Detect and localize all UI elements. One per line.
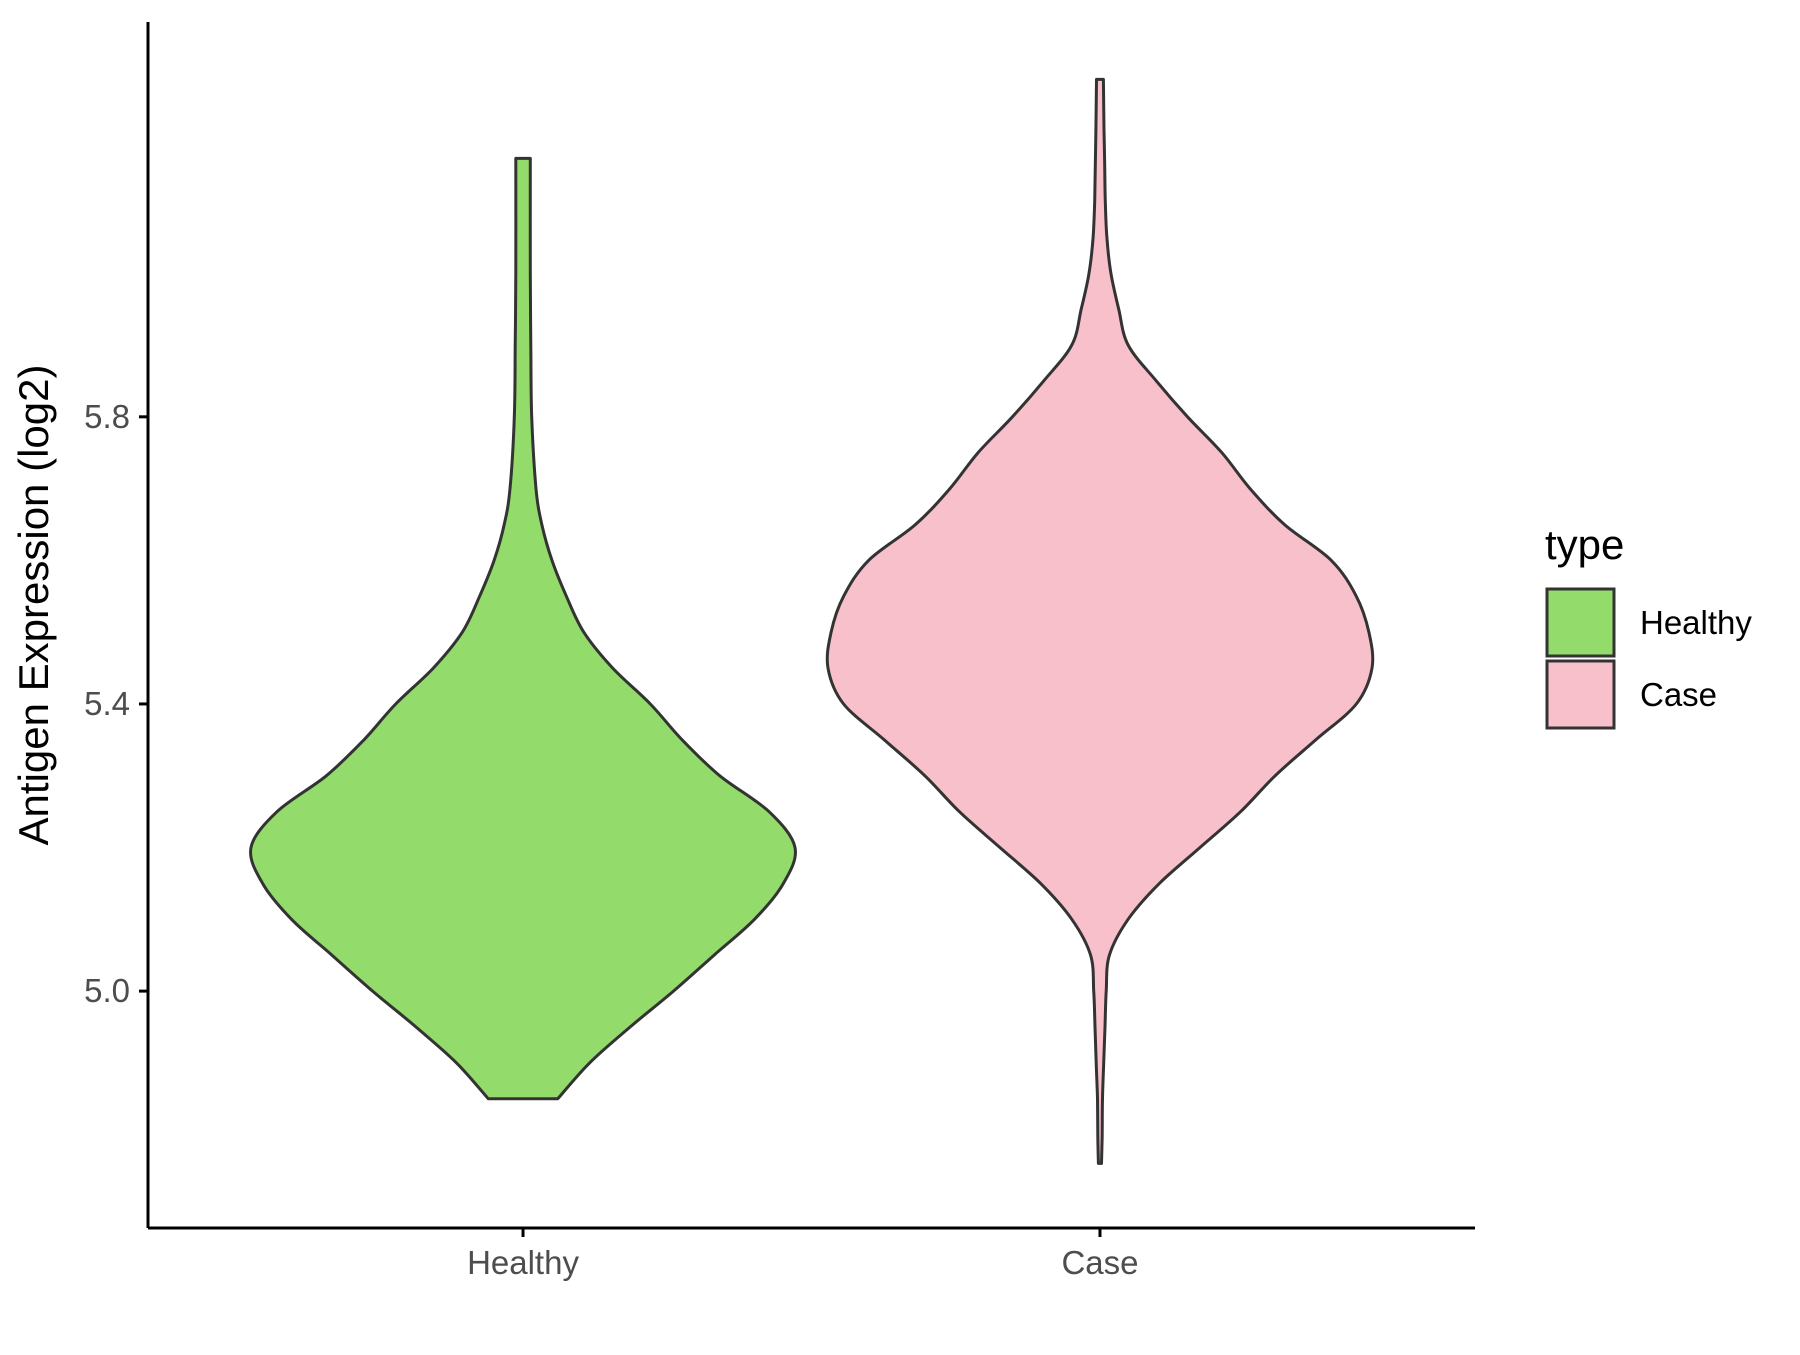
x-tick-label: Case [1061, 1244, 1138, 1281]
y-tick-label: 5.0 [84, 972, 130, 1009]
y-tick-label: 5.4 [84, 685, 130, 722]
legend-label-healthy: Healthy [1640, 604, 1752, 641]
legend: type Healthy Case [1545, 521, 1752, 730]
violin-layer [249, 77, 1375, 1165]
violin-case [825, 77, 1375, 1165]
y-axis-title: Antigen Expression (log2) [10, 365, 57, 846]
legend-title: type [1545, 521, 1624, 568]
legend-swatch-healthy [1545, 587, 1616, 658]
x-tick-label: Healthy [467, 1244, 579, 1281]
x-axis-ticks: Healthy Case [467, 1228, 1139, 1281]
y-axis-ticks: 5.0 5.4 5.8 [84, 398, 148, 1009]
legend-label-case: Case [1640, 676, 1717, 713]
violin-healthy [249, 156, 797, 1101]
legend-swatch-case [1545, 659, 1616, 730]
y-tick-label: 5.8 [84, 398, 130, 435]
